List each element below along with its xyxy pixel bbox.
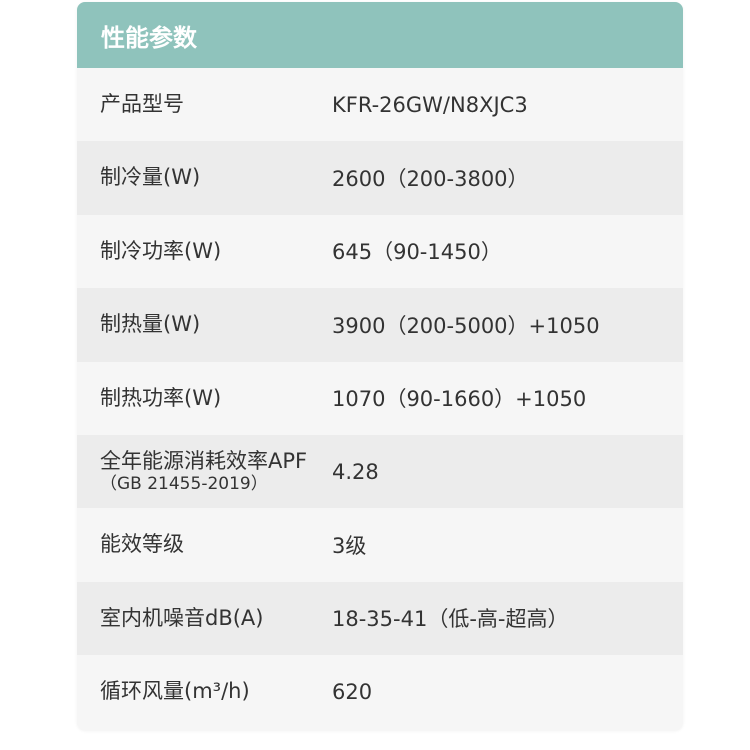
spec-label: 制冷功率(W) — [77, 239, 332, 264]
spec-row: 制热量(W) 3900（200-5000）+1050 — [77, 288, 683, 362]
spec-label: 全年能源消耗效率APF （GB 21455-2019） — [77, 449, 332, 495]
spec-row: 制冷量(W) 2600（200-3800） — [77, 141, 683, 215]
spec-row: 能效等级 3级 — [77, 508, 683, 582]
spec-label-text: 能效等级 — [100, 532, 184, 557]
spec-row: 全年能源消耗效率APF （GB 21455-2019） 4.28 — [77, 434, 683, 509]
spec-label: 能效等级 — [77, 532, 332, 557]
spec-label-text: 循环风量(m³/h) — [100, 679, 250, 704]
spec-label: 室内机噪音dB(A) — [77, 606, 332, 631]
spec-row: 室内机噪音dB(A) 18-35-41（低-高-超高） — [77, 581, 683, 656]
spec-value: 645（90-1450） — [332, 240, 502, 265]
spec-table: 性能参数 产品型号 KFR-26GW/N8XJC3 制冷量(W) 2600（200-3… — [77, 2, 683, 730]
spec-label-text: 制冷量(W) — [100, 165, 201, 190]
spec-label-text: 制冷功率(W) — [100, 238, 222, 263]
spec-value: KFR-26GW/N8XJC3 — [332, 92, 528, 117]
spec-value: 620 — [332, 679, 373, 704]
spec-label-text: 室内机噪音dB(A) — [100, 605, 264, 630]
spec-value: 3900（200-5000）+1050 — [332, 313, 600, 338]
spec-value: 4.28 — [332, 459, 379, 484]
spec-value: 2600（200-3800） — [332, 167, 529, 192]
spec-row: 制热功率(W) 1070（90-1660）+1050 — [77, 361, 683, 435]
spec-row: 循环风量(m³/h) 620 — [77, 655, 683, 729]
table-title: 性能参数 — [77, 2, 683, 68]
spec-label-text: 产品型号 — [100, 92, 184, 117]
spec-label: 制热功率(W) — [77, 386, 332, 411]
spec-label: 制热量(W) — [77, 312, 332, 337]
spec-rows: 产品型号 KFR-26GW/N8XJC3 制冷量(W) 2600（200-3800）制… — [77, 68, 683, 729]
spec-value: 18-35-41（低-高-超高） — [332, 607, 569, 632]
spec-value: 1070（90-1660）+1050 — [332, 387, 587, 412]
spec-row: 产品型号 KFR-26GW/N8XJC3 — [77, 68, 683, 142]
spec-label-text: 全年能源消耗效率APF — [100, 448, 308, 473]
spec-value: 3级 — [332, 534, 367, 559]
spec-label: 循环风量(m³/h) — [77, 679, 332, 704]
spec-label-text: 制热功率(W) — [100, 385, 222, 410]
spec-sublabel: （GB 21455-2019） — [100, 474, 268, 495]
spec-row: 制冷功率(W) 645（90-1450） — [77, 214, 683, 289]
spec-label-text: 制热量(W) — [100, 312, 201, 337]
spec-label: 制冷量(W) — [77, 165, 332, 190]
spec-label: 产品型号 — [77, 92, 332, 117]
